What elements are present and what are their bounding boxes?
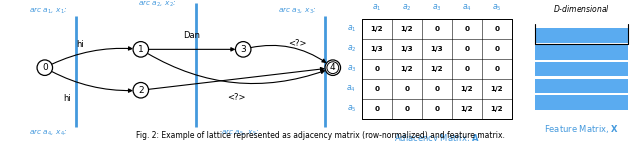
Circle shape: [325, 60, 340, 75]
Text: $a_5$: $a_5$: [347, 104, 356, 114]
Text: Feature Matrix, $\mathbf{X}$: Feature Matrix, $\mathbf{X}$: [544, 123, 619, 135]
Text: 1/3: 1/3: [371, 46, 383, 52]
Text: 0: 0: [42, 63, 47, 72]
Bar: [535, 95, 628, 110]
Text: Adjacency Matrix, $\mathbf{A}$: Adjacency Matrix, $\mathbf{A}$: [394, 132, 480, 141]
Circle shape: [133, 82, 148, 98]
Bar: [535, 45, 628, 60]
Bar: [535, 79, 628, 93]
Bar: [535, 62, 628, 76]
Text: 1/2: 1/2: [371, 26, 383, 32]
Text: <?>: <?>: [228, 93, 246, 102]
Circle shape: [37, 60, 52, 75]
Text: 1/2: 1/2: [431, 66, 443, 72]
Text: arc $a_5$, $x_5$:: arc $a_5$, $x_5$:: [221, 127, 259, 138]
Bar: [362, 19, 512, 119]
Text: $a_1$: $a_1$: [372, 3, 381, 13]
Text: 0: 0: [495, 66, 499, 72]
Circle shape: [236, 42, 251, 57]
Text: 0: 0: [435, 86, 439, 92]
Text: Dan: Dan: [184, 31, 200, 40]
Text: 0: 0: [465, 66, 469, 72]
Text: 1/2: 1/2: [461, 106, 473, 112]
Text: 0: 0: [465, 26, 469, 32]
Text: 0: 0: [435, 26, 439, 32]
Text: $a_5$: $a_5$: [492, 3, 502, 13]
Text: Fig. 2: Example of lattice represented as adjacency matrix (row-normalized) and : Fig. 2: Example of lattice represented a…: [136, 131, 504, 140]
Text: hi: hi: [63, 94, 71, 103]
FancyArrowPatch shape: [147, 53, 324, 83]
Text: 1/2: 1/2: [401, 66, 413, 72]
Text: 4: 4: [330, 63, 335, 72]
Text: $a_2$: $a_2$: [402, 3, 412, 13]
Text: 0: 0: [404, 106, 409, 112]
Text: $a_4$: $a_4$: [462, 3, 472, 13]
Text: 1/3: 1/3: [401, 46, 413, 52]
Text: $a_4$: $a_4$: [346, 84, 356, 94]
Text: arc $a_2$, $x_2$:: arc $a_2$, $x_2$:: [138, 0, 176, 9]
Text: $a_3$: $a_3$: [432, 3, 442, 13]
Text: 2: 2: [138, 86, 143, 95]
Text: 1/3: 1/3: [431, 46, 443, 52]
Text: 1/2: 1/2: [461, 86, 473, 92]
Text: 0: 0: [495, 26, 499, 32]
FancyArrowPatch shape: [251, 45, 326, 62]
Text: arc $a_4$, $x_4$:: arc $a_4$, $x_4$:: [29, 127, 67, 138]
Bar: [535, 28, 628, 43]
Text: $a_3$: $a_3$: [346, 64, 356, 74]
Text: $a_1$: $a_1$: [347, 24, 356, 34]
Text: 0: 0: [495, 46, 499, 52]
Text: $a_2$: $a_2$: [347, 44, 356, 54]
Text: 1: 1: [138, 45, 143, 54]
Text: 0: 0: [435, 106, 439, 112]
FancyArrowPatch shape: [52, 47, 132, 64]
FancyArrowPatch shape: [148, 48, 234, 51]
Text: 3: 3: [241, 45, 246, 54]
Text: arc $a_1$, $x_1$:: arc $a_1$, $x_1$:: [29, 6, 67, 16]
Text: 0: 0: [465, 46, 469, 52]
Text: 0: 0: [374, 106, 379, 112]
Text: $D$-dimensional: $D$-dimensional: [553, 3, 610, 14]
Text: 1/2: 1/2: [491, 86, 503, 92]
Circle shape: [133, 42, 148, 57]
Text: 0: 0: [374, 66, 379, 72]
Text: 1/2: 1/2: [491, 106, 503, 112]
Text: 0: 0: [374, 86, 379, 92]
Text: hi: hi: [76, 40, 84, 49]
FancyArrowPatch shape: [52, 71, 132, 92]
Text: <?>: <?>: [289, 38, 307, 48]
FancyArrowPatch shape: [148, 67, 324, 89]
Text: arc $a_3$, $x_3$:: arc $a_3$, $x_3$:: [278, 6, 317, 16]
Text: 1/2: 1/2: [401, 26, 413, 32]
Text: 0: 0: [404, 86, 409, 92]
